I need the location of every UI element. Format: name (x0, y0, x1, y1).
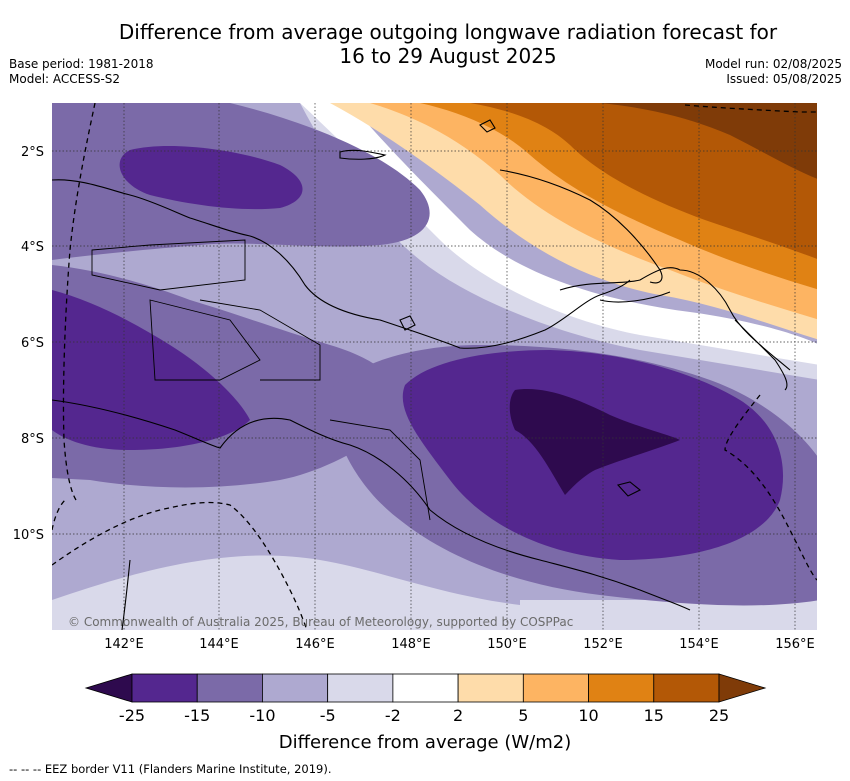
colorbar-tick: 10 (578, 706, 598, 725)
lat-label: 8°S (21, 432, 44, 447)
colorbar-segment (327, 673, 394, 703)
colorbar-tick: 2 (453, 706, 463, 725)
band-minus15-minus25-north (119, 145, 303, 210)
colorbar-tick: -5 (320, 706, 336, 725)
footer-legend: -- -- -- EEZ border V11 (Flanders Marine… (9, 762, 332, 776)
colorbar-tick-labels: -25 -15 -10 -5 -2 2 5 10 15 25 (119, 706, 729, 725)
colorbar-segment (457, 673, 524, 703)
colorbar-segment (653, 673, 720, 703)
copyright-text: © Commonwealth of Australia 2025, Bureau… (68, 615, 573, 629)
title-line-1: Difference from average outgoing longwav… (118, 20, 778, 44)
lat-label: 4°S (21, 240, 44, 255)
lon-labels: 142°E 144°E 146°E 148°E 150°E 152°E 154°… (104, 637, 815, 652)
eez-legend-text: -- EEZ border V11 (Flanders Marine Insti… (32, 762, 332, 776)
colorbar-tick: 15 (644, 706, 664, 725)
lon-label: 152°E (583, 637, 623, 652)
model-run: Model run: 02/08/2025 (704, 57, 842, 71)
band-15-25 (470, 103, 817, 259)
colorbar-arrow-low (84, 673, 133, 703)
colorbar-arrow-high (718, 673, 767, 703)
lon-label: 154°E (679, 637, 719, 652)
coastlines (52, 119, 791, 630)
lat-label: 6°S (21, 336, 44, 351)
base-period: Base period: 1981-2018 (9, 57, 154, 71)
colorbar-tick: 5 (518, 706, 528, 725)
lon-label: 146°E (295, 637, 335, 652)
lon-label: 150°E (487, 637, 527, 652)
colorbar-segment (522, 673, 589, 703)
chart-title: Difference from average outgoing longwav… (0, 20, 850, 68)
colorbar-segment (196, 673, 263, 703)
lat-label: 2°S (21, 145, 44, 160)
band-near-zero (210, 103, 817, 365)
colorbar-segments (131, 673, 720, 703)
lon-label: 156°E (775, 637, 815, 652)
issued-date: Issued: 05/08/2025 (726, 72, 842, 86)
colorbar-tick: -10 (249, 706, 275, 725)
lon-label: 148°E (391, 637, 431, 652)
colorbar-tick: -15 (184, 706, 210, 725)
meta-left: Base period: 1981-2018 Model: ACCESS-S2 (9, 57, 154, 87)
graticule (52, 103, 817, 630)
title-line-2: 16 to 29 August 2025 (339, 44, 557, 68)
eez-line-sample: -- -- (9, 762, 30, 776)
band-over-25 (600, 103, 817, 179)
band-minus15-west (52, 290, 250, 450)
lon-label: 142°E (104, 637, 144, 652)
colorbar: -25 -15 -10 -5 -2 2 5 10 15 25 Difference from av… (84, 673, 767, 753)
colorbar-tick: -2 (385, 706, 401, 725)
eez-borders (52, 103, 817, 630)
colorbar-segment (392, 673, 459, 703)
lon-label: 144°E (199, 637, 239, 652)
colorbar-tick: 25 (709, 706, 729, 725)
model-name: Model: ACCESS-S2 (9, 72, 121, 86)
meta-right: Model run: 02/08/2025 Issued: 05/08/2025 (705, 57, 842, 87)
anomaly-field (52, 103, 817, 630)
lat-label: 10°S (13, 528, 44, 543)
province-borders (91, 239, 431, 521)
colorbar-tick: -25 (119, 706, 145, 725)
lat-labels: 2°S 4°S 6°S 8°S 10°S (13, 145, 44, 543)
colorbar-segment (131, 673, 198, 703)
colorbar-segment (588, 673, 655, 703)
colorbar-label: Difference from average (W/m2) (279, 732, 571, 753)
band-under-minus25 (509, 389, 680, 495)
colorbar-segment (262, 673, 329, 703)
